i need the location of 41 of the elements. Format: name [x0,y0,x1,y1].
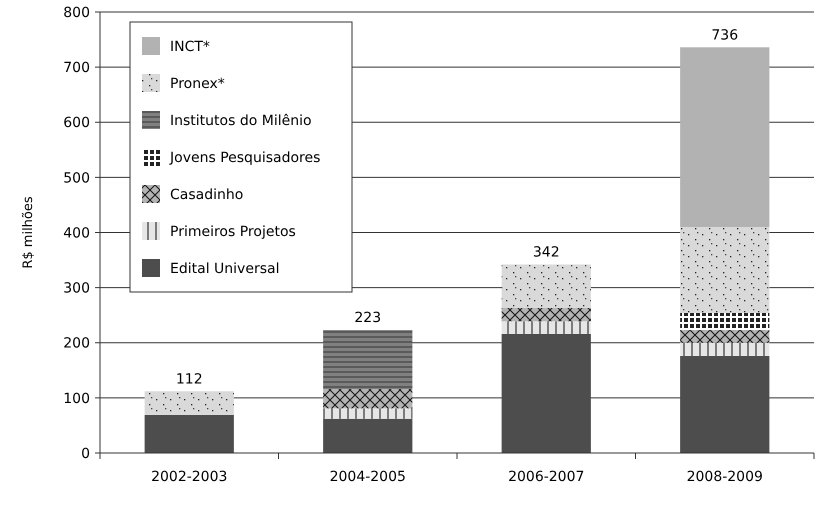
legend-label: Primeiros Projetos [170,224,296,240]
total-label: 112 [176,371,203,388]
y-tick-label: 200 [63,336,90,352]
bar [144,414,234,453]
x-tick-label: 2006-2007 [508,469,584,485]
x-tick-label: 2008-2009 [686,469,763,485]
bar [323,418,412,453]
y-tick-label: 100 [63,390,90,407]
bar [323,330,412,390]
y-tick-label: 400 [63,225,90,242]
bar [502,334,591,453]
bar [680,356,770,453]
y-axis-title: R$ milhões [21,196,36,269]
bar [680,330,770,343]
bar [144,391,234,415]
y-tick-label: 300 [63,280,90,297]
x-tick-label: 2002-2003 [151,469,228,485]
total-label: 223 [354,310,382,326]
bar [502,321,591,334]
bar [502,308,591,322]
bar [680,47,770,227]
bar [323,389,412,408]
legend-label: Jovens Pesquisadores [169,150,320,166]
y-tick-label: 600 [63,115,90,132]
bar [680,342,770,356]
total-label: 342 [532,244,560,260]
bar [502,264,591,308]
bar [680,312,770,330]
x-tick-label: 2004-2005 [330,469,406,485]
total-label: 736 [711,27,738,44]
bar [680,226,770,313]
y-tick-label: 500 [63,170,90,186]
y-tick-label: 700 [63,60,90,76]
legend-label: Institutos do Milênio [170,112,312,129]
bar [323,408,412,419]
legend-label: Casadinho [170,186,244,203]
legend-label: INCT* [170,38,210,55]
y-tick-label: 800 [63,4,90,21]
legend-label: Pronex* [170,76,225,92]
y-tick-label: 0 [81,446,90,462]
legend-label: Edital Universal [170,260,280,277]
